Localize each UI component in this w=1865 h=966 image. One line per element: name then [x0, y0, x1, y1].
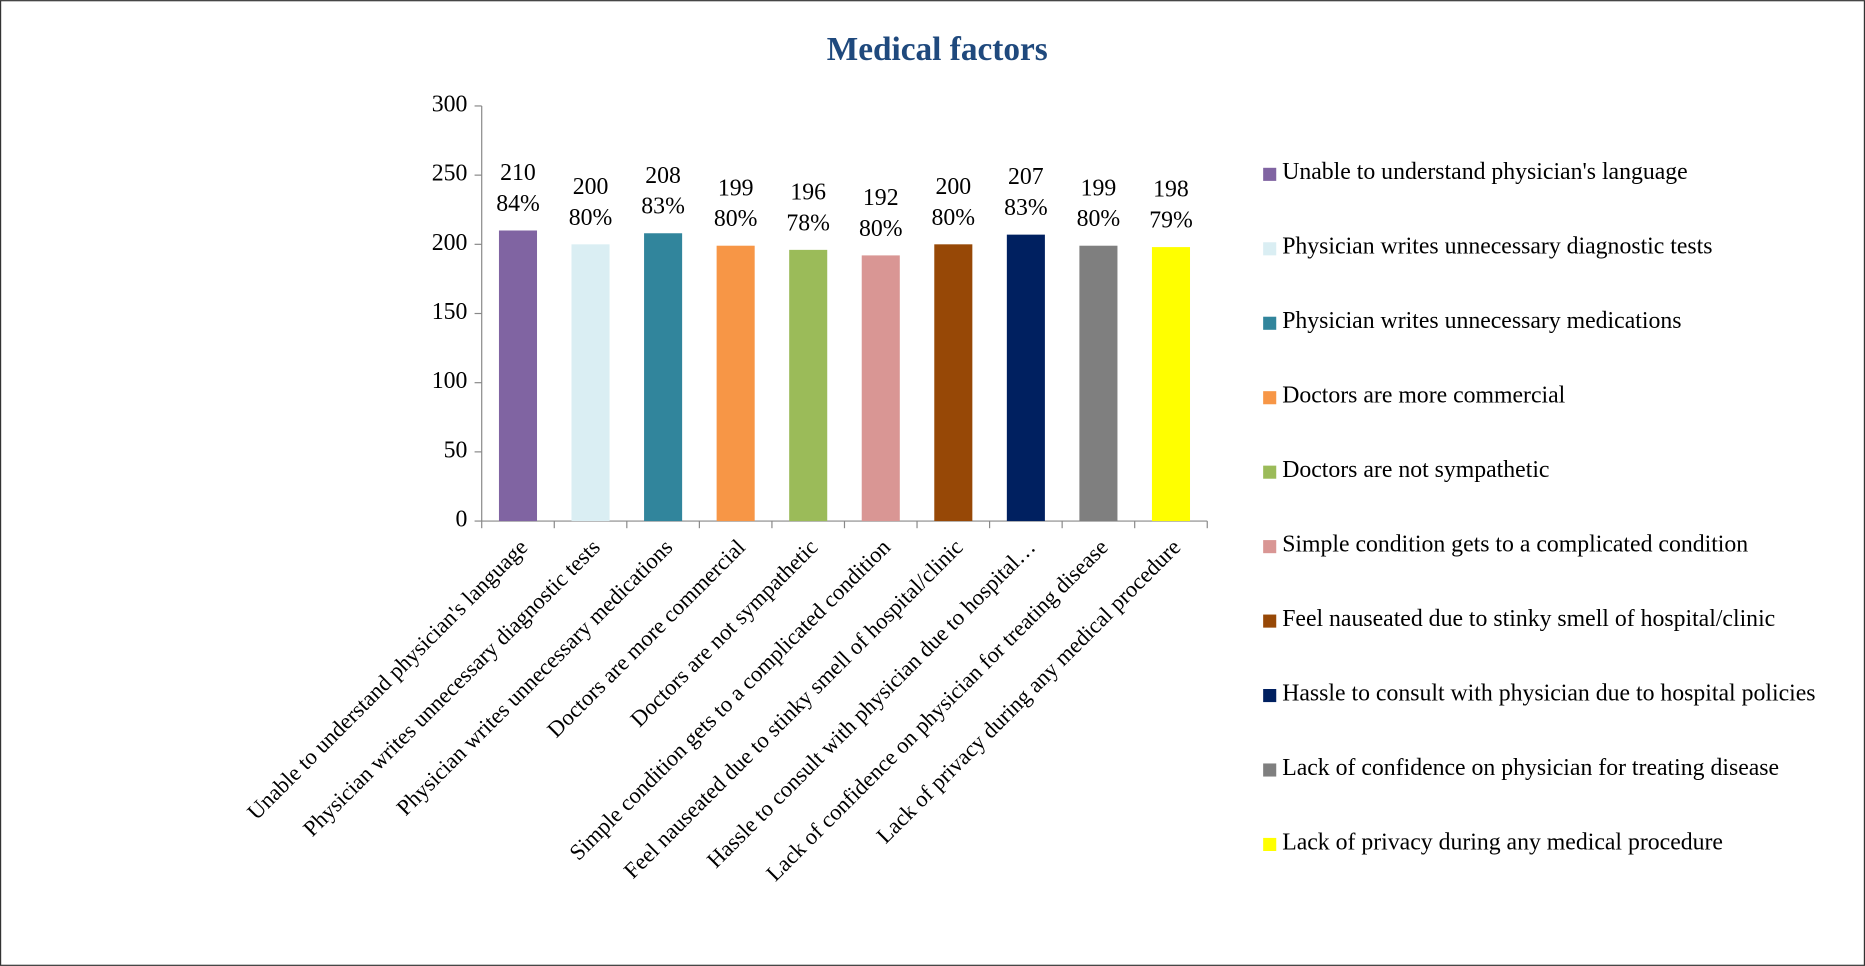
bar [861, 255, 900, 522]
legend-label: Doctors are more commercial [1282, 383, 1565, 409]
value-label: 198 [1153, 177, 1189, 203]
legend-swatch [1263, 242, 1277, 256]
legend-swatch [1263, 391, 1277, 405]
legend-label: Physician writes unnecessary diagnostic … [1282, 234, 1712, 260]
value-label: 199 [718, 175, 754, 201]
percent-label: 80% [1077, 206, 1121, 232]
value-label: 207 [1008, 164, 1044, 190]
legend-swatch [1263, 837, 1277, 852]
percent-label: 84% [496, 191, 540, 217]
legend-label: Simple condition gets to a complicated c… [1282, 531, 1748, 557]
value-label: 200 [935, 174, 971, 200]
bar [1006, 234, 1045, 522]
legend-swatch [1263, 316, 1277, 330]
percent-label: 80% [569, 205, 613, 231]
value-label: 199 [1081, 175, 1117, 201]
legend-swatch [1263, 465, 1277, 479]
legend-label: Physician writes unnecessary medications [1282, 308, 1681, 334]
legend-label: Lack of confidence on physician for trea… [1282, 755, 1779, 781]
legend-swatch [1263, 167, 1277, 181]
bar [789, 249, 828, 522]
percent-label: 83% [641, 194, 685, 220]
value-label: 200 [573, 174, 609, 200]
legend-label: Feel nauseated due to stinky smell of ho… [1282, 606, 1775, 632]
percent-label: 78% [786, 210, 830, 236]
bar [1151, 247, 1191, 522]
y-tick-label: 250 [432, 161, 468, 187]
y-tick-label: 0 [456, 507, 468, 533]
legend-label: Unable to understand physician's languag… [1282, 159, 1688, 185]
legend-swatch [1263, 763, 1277, 777]
legend-label: Hassle to consult with physician due to … [1282, 680, 1815, 706]
percent-label: 80% [714, 206, 758, 232]
legend-label: Lack of privacy during any medical proce… [1282, 829, 1723, 855]
bar [716, 245, 755, 522]
legend-swatch [1263, 540, 1277, 554]
value-label: 192 [863, 185, 899, 211]
legend-swatch [1263, 689, 1277, 703]
legend-swatch [1263, 614, 1277, 628]
percent-label: 80% [932, 205, 976, 231]
percent-label: 83% [1004, 195, 1048, 221]
value-label: 208 [645, 163, 681, 189]
value-label: 196 [790, 179, 826, 205]
value-label: 210 [500, 160, 536, 186]
percent-label: 79% [1149, 208, 1193, 234]
y-tick-label: 100 [432, 368, 468, 394]
legend-label: Doctors are not sympathetic [1282, 457, 1549, 483]
y-tick-label: 300 [432, 91, 468, 117]
bar [571, 244, 610, 522]
chart-title: Medical factors [827, 31, 1048, 68]
bar [934, 244, 973, 522]
percent-label: 80% [859, 216, 903, 242]
bar [644, 233, 683, 522]
bar [1079, 245, 1118, 522]
y-tick-label: 200 [432, 230, 468, 256]
y-tick-label: 50 [444, 437, 468, 463]
y-tick-label: 150 [432, 299, 468, 325]
bar [498, 230, 538, 522]
